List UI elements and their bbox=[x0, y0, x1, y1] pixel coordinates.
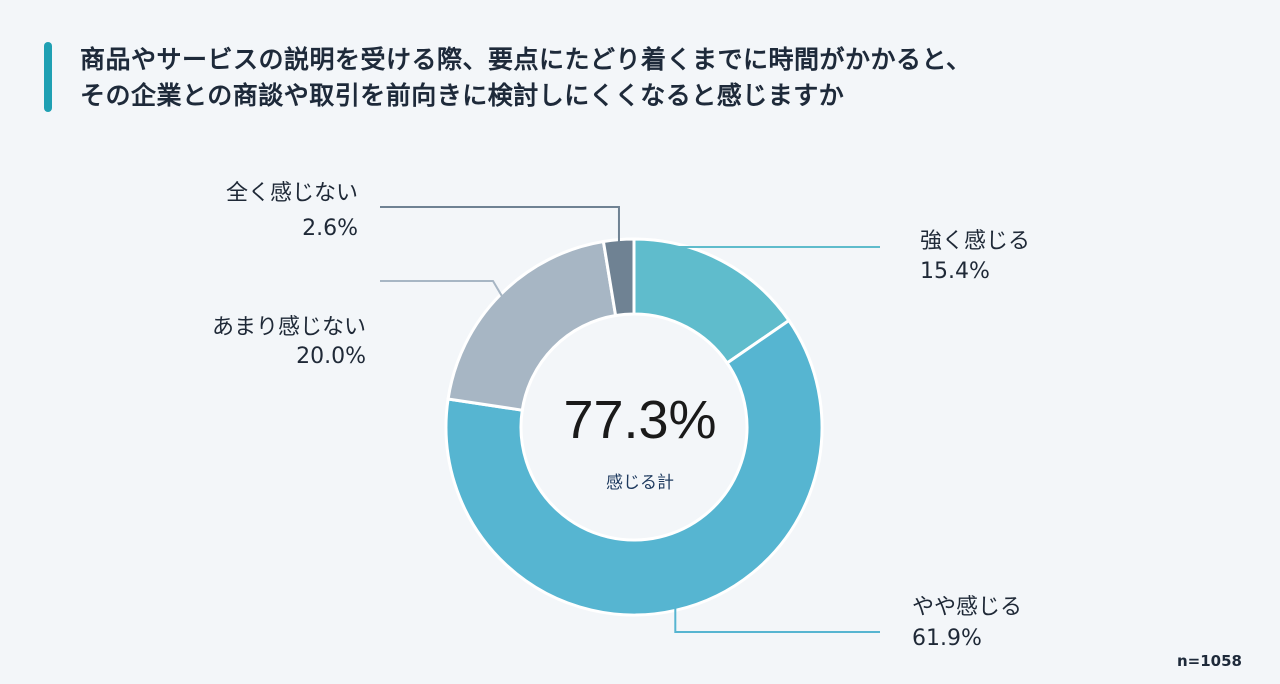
slice-label: 強く感じる bbox=[920, 229, 1030, 254]
title-accent-bar bbox=[44, 42, 52, 112]
leader-line bbox=[648, 245, 880, 248]
slice-label: 全く感じない bbox=[226, 181, 358, 206]
donut-slice bbox=[601, 237, 636, 318]
chart-title-line-1: 商品やサービスの説明を受ける際、要点にたどり着くまでに時間がかかると、 bbox=[80, 45, 972, 74]
slice-value-label: 61.9% bbox=[912, 626, 982, 651]
slice-labels: 強く感じる 15.4% やや感じる 61.9% あまり感じない 20.0% 全く感じない 2.… bbox=[212, 181, 1030, 651]
leader-line bbox=[380, 206, 620, 244]
slice-value-label: 15.4% bbox=[920, 259, 990, 284]
leader-lines bbox=[380, 206, 880, 633]
donut-slice bbox=[444, 318, 824, 617]
slice-label: あまり感じない bbox=[212, 315, 366, 340]
sample-size-note: n=1058 bbox=[1177, 652, 1242, 670]
donut-slices bbox=[444, 237, 824, 617]
leader-line bbox=[380, 280, 504, 299]
donut-slice bbox=[446, 239, 618, 412]
chart-title: 商品やサービスの説明を受ける際、要点にたどり着くまでに時間がかかると、 その企業… bbox=[80, 42, 1220, 114]
slice-value-label: 2.6% bbox=[302, 216, 358, 241]
center-total-value: 77.3% bbox=[563, 390, 716, 450]
slice-label: やや感じる bbox=[912, 595, 1022, 620]
chart-title-line-2: その企業との商談や取引を前向きに検討しにくくなると感じますか bbox=[80, 81, 845, 110]
leader-line bbox=[674, 606, 880, 633]
center-total-label: 感じる計 bbox=[606, 473, 674, 493]
slice-value-label: 20.0% bbox=[296, 344, 366, 369]
